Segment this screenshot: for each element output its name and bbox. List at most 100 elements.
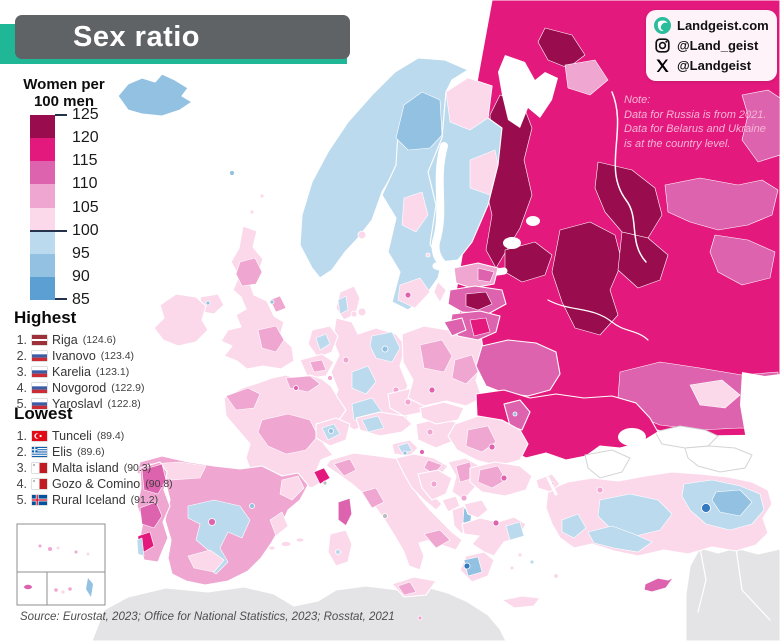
legend-segment: [30, 184, 55, 208]
region-tunceli: [701, 503, 711, 513]
legend-scale-label: 105: [72, 198, 99, 216]
region-value: (91.2): [130, 494, 159, 506]
region-russia-south-patch: [689, 379, 741, 409]
rank-number: 5.: [16, 397, 27, 411]
lowest-list-section: Lowest 1. Tunceli (89.4) 2. Elis (89.6) 3. Malt…: [10, 404, 173, 508]
white-sea: [498, 55, 558, 128]
legend-segment: [30, 138, 55, 162]
note-line: Data for Belarus and Ukraine: [624, 123, 766, 136]
region-england-patch-b: [269, 295, 287, 313]
region-sicily-patch: [397, 581, 417, 596]
region-belgium-patch: [309, 359, 327, 373]
region-norway-dot: [357, 230, 367, 240]
rank-number: 4.: [16, 477, 27, 491]
legend-title-line2: 100 men: [33, 93, 95, 111]
region-azores-a: [38, 544, 42, 548]
highest-heading: Highest: [14, 308, 77, 327]
legend-segment: [30, 230, 55, 254]
malta-flag: [32, 479, 47, 489]
rank-number: 2.: [16, 445, 27, 459]
region-peloponnese-patch: [463, 556, 483, 577]
rank-number: 3.: [16, 365, 27, 379]
region-value: (90.8): [145, 478, 173, 490]
region-azerbaijan: [684, 445, 753, 473]
note-line: is at the country level.: [624, 137, 731, 150]
social-row-x: @Landgeist: [654, 57, 769, 74]
region-iceland: [117, 73, 193, 117]
ranked-item: 2. Ivanovo (123.4): [10, 348, 144, 364]
region-canary-blue: [86, 578, 93, 597]
region-value: (122.8): [107, 398, 141, 410]
legend-scale-label: 125: [72, 106, 99, 123]
region-ireland: [153, 293, 209, 347]
region-sardinia-dot: [335, 549, 341, 555]
region-greece-east: [505, 521, 525, 541]
region-name: Novgorod: [52, 381, 107, 395]
region-slovenia-patch: [397, 442, 413, 454]
page-title: Sex ratio: [15, 15, 350, 59]
region-brittany: [225, 387, 261, 411]
highest-list: 1. Riga (124.6) 2. Ivanovo (123.4) 3. Karelia (1…: [10, 332, 145, 412]
ranked-item: 1. Riga (124.6): [10, 332, 144, 348]
lake-ladoga: [503, 237, 521, 249]
instagram-icon: [655, 38, 670, 53]
region-luxembourg: [327, 375, 333, 381]
region-corsica: [337, 497, 353, 527]
russia-flag: [32, 399, 47, 409]
rank-number: 1.: [16, 429, 27, 443]
legend-scale-label: 115: [72, 152, 98, 170]
region-ibiza: [268, 545, 276, 551]
region-madeira: [24, 584, 32, 590]
ranked-item: 3. Karelia (123.1): [10, 364, 144, 380]
region-aegean-island-c: [509, 565, 515, 571]
region-name: Tunceli: [52, 429, 92, 443]
region-value: (123.1): [95, 366, 130, 378]
legend-title: Women per 100 men: [8, 76, 120, 111]
sea-of-azov: [618, 428, 646, 446]
ranked-item: 4. Gozo & Comino (90.8): [10, 476, 173, 492]
legend-scale-labels: 125 120 115 110 105 100 95 90 85: [72, 106, 112, 308]
region-finland-mid: [469, 149, 499, 196]
region-funen: [350, 310, 358, 318]
region-name: Elis: [52, 445, 73, 459]
lowest-list: 1. Tunceli (89.4) 2. Elis (89.6) 3. Malta islan…: [10, 428, 173, 508]
region-crete: [501, 595, 541, 609]
river-volga: [611, 91, 647, 263]
region-name: Karelia: [52, 365, 91, 379]
region-turkey-west: [561, 513, 587, 539]
source-note: Source: Eurostat, 2023; Office for Natio…: [20, 611, 395, 623]
map-note: Note: Data for Russia is from 2021. Data f…: [624, 93, 766, 151]
region-netherlands-patch: [315, 333, 331, 351]
region-turkey-dot: [596, 486, 604, 494]
website-handle: Landgeist.com: [677, 18, 769, 33]
region-canary-c: [68, 587, 72, 591]
region-name: Rural Iceland: [52, 493, 126, 507]
region-denmark-patch: [337, 295, 349, 315]
region-austria-patch: [361, 415, 385, 433]
region-tuscany: [361, 487, 385, 509]
rank-number: 2.: [16, 349, 27, 363]
malta-flag: [32, 463, 47, 473]
region-spain-north-dot: [249, 503, 255, 509]
greece-flag: [32, 447, 47, 457]
region-faroe: [229, 170, 235, 176]
region-zealand: [357, 307, 367, 317]
legend-segment: [30, 115, 55, 139]
bosphorus-strait: [546, 476, 558, 496]
rank-number: 1.: [16, 333, 27, 347]
region-germany-center: [351, 365, 377, 395]
region-slovenia-dot2: [419, 449, 425, 455]
region-orkney: [249, 209, 255, 215]
social-row-website: Landgeist.com: [654, 17, 769, 34]
region-kola-patch: [564, 59, 609, 96]
region-north-sweden: [395, 91, 443, 151]
region-middle-east: [685, 547, 780, 641]
russia-flag: [32, 383, 47, 393]
region-romania-dot: [488, 443, 496, 451]
legend-tick-bottom: [55, 298, 67, 300]
region-elis: [463, 562, 471, 570]
region-mallorca: [280, 541, 292, 547]
region-russia-central-c: [617, 231, 669, 289]
rank-number: 3.: [16, 461, 27, 475]
